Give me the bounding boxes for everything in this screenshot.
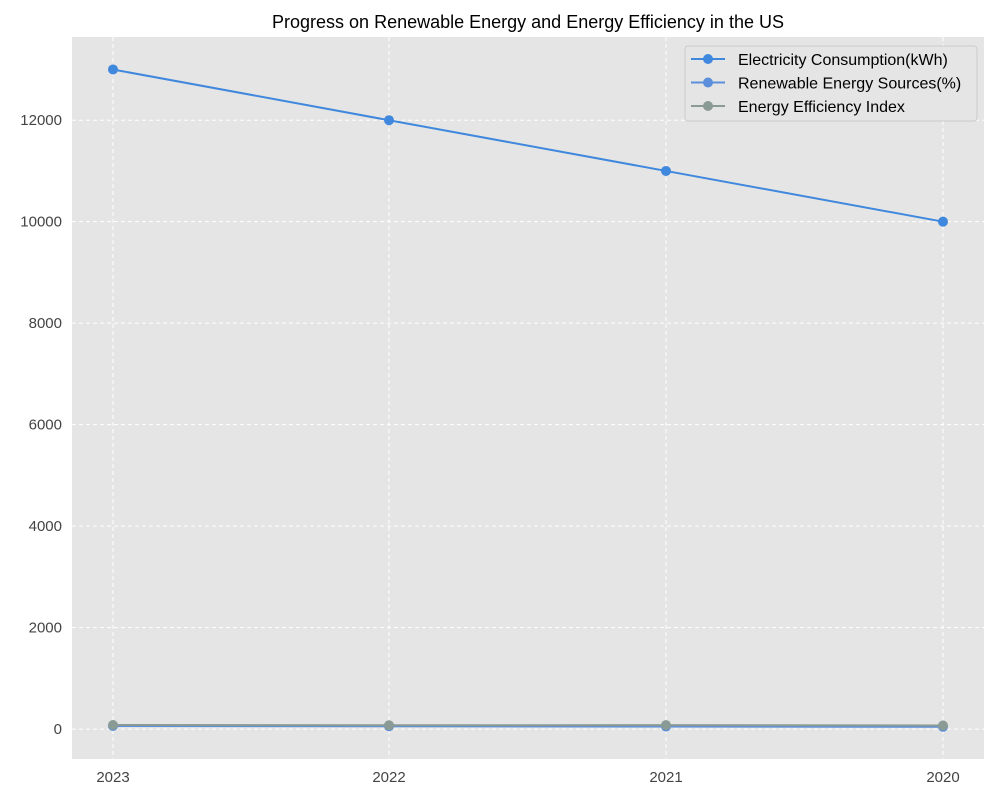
series-line (112, 724, 944, 727)
y-tick-label: 10000 (20, 214, 62, 231)
y-tick-label: 2000 (29, 620, 62, 637)
x-tick-label: 2022 (372, 769, 405, 786)
y-tick-label: 6000 (29, 417, 62, 434)
chart-title: Progress on Renewable Energy and Energy … (272, 12, 784, 32)
series-line (112, 725, 944, 728)
legend-label: Energy Efficiency Index (738, 99, 905, 116)
data-point (661, 720, 671, 731)
y-tick-label: 4000 (29, 518, 62, 535)
series-line (112, 68, 944, 223)
legend-item: Energy Efficiency Index (691, 99, 905, 116)
x-tick-label: 2023 (96, 769, 129, 786)
x-tick-label: 2020 (926, 769, 959, 786)
data-point (384, 720, 394, 731)
series-2 (108, 720, 948, 731)
legend-box (684, 45, 978, 122)
x-tick-label: 2021 (649, 769, 682, 786)
legend-item: Renewable Energy Sources(%) (691, 76, 961, 93)
x-axis: 2023 2022 2021 2020 (96, 769, 959, 786)
data-point (661, 165, 671, 176)
y-tick-label: 0 (54, 721, 62, 738)
legend-marker (703, 54, 713, 64)
data-point (108, 64, 118, 75)
y-axis: 0 2000 4000 6000 8000 10000 12000 (20, 112, 62, 738)
data-point (938, 720, 948, 731)
legend-item: Electricity Consumption(kWh) (691, 52, 948, 69)
y-tick-label: 12000 (20, 112, 62, 129)
y-tick-label: 8000 (29, 315, 62, 332)
series-0 (108, 64, 948, 227)
legend-label: Renewable Energy Sources(%) (738, 76, 961, 93)
legend-label: Electricity Consumption(kWh) (738, 52, 948, 69)
data-point (108, 720, 118, 731)
plot-area (72, 37, 984, 759)
legend-marker (703, 101, 713, 111)
series-group (108, 64, 948, 732)
data-point (384, 115, 394, 126)
legend-marker (703, 77, 713, 88)
legend: Electricity Consumption(kWh) Renewable En… (684, 45, 978, 122)
grid (72, 37, 984, 759)
data-point (938, 216, 948, 227)
